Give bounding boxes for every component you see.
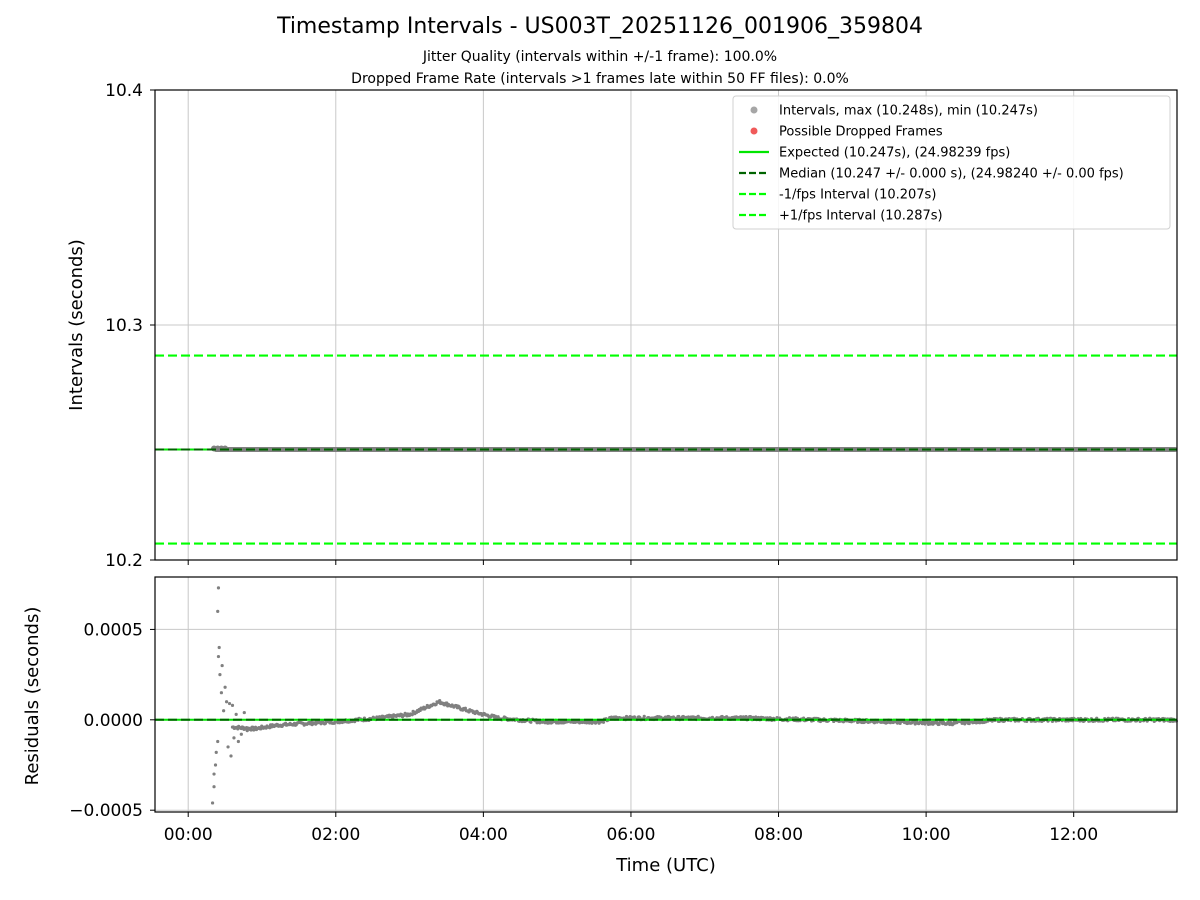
- residual-point: [224, 700, 229, 704]
- residual-point: [242, 710, 246, 715]
- residual-point: [856, 720, 860, 724]
- intervals-y-tick-label: 10.2: [105, 551, 143, 571]
- residual-point: [216, 739, 220, 744]
- residual-point: [236, 739, 240, 744]
- residual-point: [230, 703, 235, 707]
- residuals-y-tick-label: −0.0005: [69, 801, 143, 821]
- residual-point: [232, 736, 236, 740]
- legend-entry-label: Median (10.247 +/- 0.000 s), (24.98240 +…: [779, 167, 1124, 182]
- residuals-panel: −0.0005 0.0000 0.0005 00:00 02:00 04:00 06:00…: [22, 576, 1179, 876]
- dropped-frame-rate-subtitle: Dropped Frame Rate (intervals >1 frames …: [351, 71, 849, 87]
- residuals-y-tick-label: 0.0005: [84, 620, 143, 640]
- residual-point: [216, 654, 221, 659]
- time-x-ticks: 00:00 02:00 04:00 06:00 08:00 10:00 12:00: [164, 812, 1098, 845]
- residual-point: [222, 709, 226, 713]
- legend-entry-label: +1/fps Interval (10.287s): [779, 209, 943, 224]
- time-x-axis-label: Time (UTC): [615, 855, 716, 876]
- residual-point: [212, 772, 216, 776]
- residual-point: [214, 750, 218, 754]
- residual-point: [213, 763, 218, 767]
- residual-point: [212, 785, 216, 789]
- residuals-y-axis-label: Residuals (seconds): [22, 607, 43, 786]
- residual-point: [642, 714, 646, 718]
- intervals-y-ticks: 10.2 10.3 10.4: [105, 81, 1075, 571]
- intervals-points: [155, 445, 1178, 453]
- legend-box: [732, 95, 1171, 230]
- time-x-tick-label: 08:00: [754, 825, 803, 845]
- residual-point: [223, 685, 227, 689]
- residual-point: [438, 699, 442, 703]
- legend: Intervals, max (10.248s), min (10.247s) P…: [732, 95, 1171, 230]
- legend-entry-label: -1/fps Interval (10.207s): [779, 188, 936, 203]
- residual-point: [210, 801, 215, 805]
- residual-point: [220, 663, 224, 668]
- residuals-y-tick-label: 0.0000: [84, 711, 143, 731]
- legend-marker: [750, 127, 758, 135]
- time-x-tick-label: 10:00: [902, 825, 951, 845]
- residual-point: [410, 713, 414, 717]
- intervals-y-tick-label: 10.4: [105, 81, 143, 101]
- residual-point: [218, 673, 222, 677]
- jitter-quality-subtitle: Jitter Quality (intervals within +/-1 fr…: [422, 49, 778, 65]
- legend-marker: [750, 106, 758, 114]
- residual-point: [226, 745, 230, 749]
- residual-point: [463, 706, 467, 710]
- residual-point: [219, 691, 224, 695]
- legend-entry-label: Possible Dropped Frames: [779, 125, 943, 140]
- residuals-grid: [155, 577, 1177, 812]
- residual-point: [529, 720, 533, 724]
- residual-point: [216, 609, 220, 613]
- residual-point: [229, 754, 233, 758]
- residual-point: [937, 722, 941, 727]
- residuals-points: [210, 586, 1179, 805]
- time-x-tick-label: 04:00: [459, 825, 508, 845]
- residual-point: [744, 714, 748, 719]
- residual-point: [217, 645, 221, 650]
- legend-entry-label: Intervals, max (10.248s), min (10.247s): [779, 104, 1038, 119]
- time-x-tick-label: 02:00: [311, 825, 360, 845]
- residual-point: [216, 586, 221, 590]
- residual-point: [227, 701, 232, 706]
- intervals-y-axis-label: Intervals (seconds): [66, 239, 87, 411]
- residual-point: [239, 732, 243, 736]
- time-x-tick-label: 00:00: [164, 825, 213, 845]
- residual-point: [249, 728, 253, 732]
- residual-point: [754, 715, 758, 719]
- residuals-y-ticks: −0.0005 0.0000 0.0005: [69, 620, 155, 821]
- residual-point: [245, 729, 249, 733]
- residual-point: [234, 712, 238, 716]
- intervals-panel: 10.2 10.3 10.4 Intervals (seconds) Interva…: [66, 81, 1178, 571]
- residuals-axes-frame: [154, 576, 1178, 813]
- residual-point: [601, 720, 606, 724]
- intervals-y-tick-label: 10.3: [105, 316, 143, 336]
- chart-title: Timestamp Intervals - US003T_20251126_00…: [277, 14, 923, 39]
- time-x-tick-label: 06:00: [606, 825, 655, 845]
- legend-entry-label: Expected (10.247s), (24.98239 fps): [779, 146, 1010, 161]
- time-x-tick-label: 12:00: [1049, 825, 1098, 845]
- residual-point: [632, 715, 637, 719]
